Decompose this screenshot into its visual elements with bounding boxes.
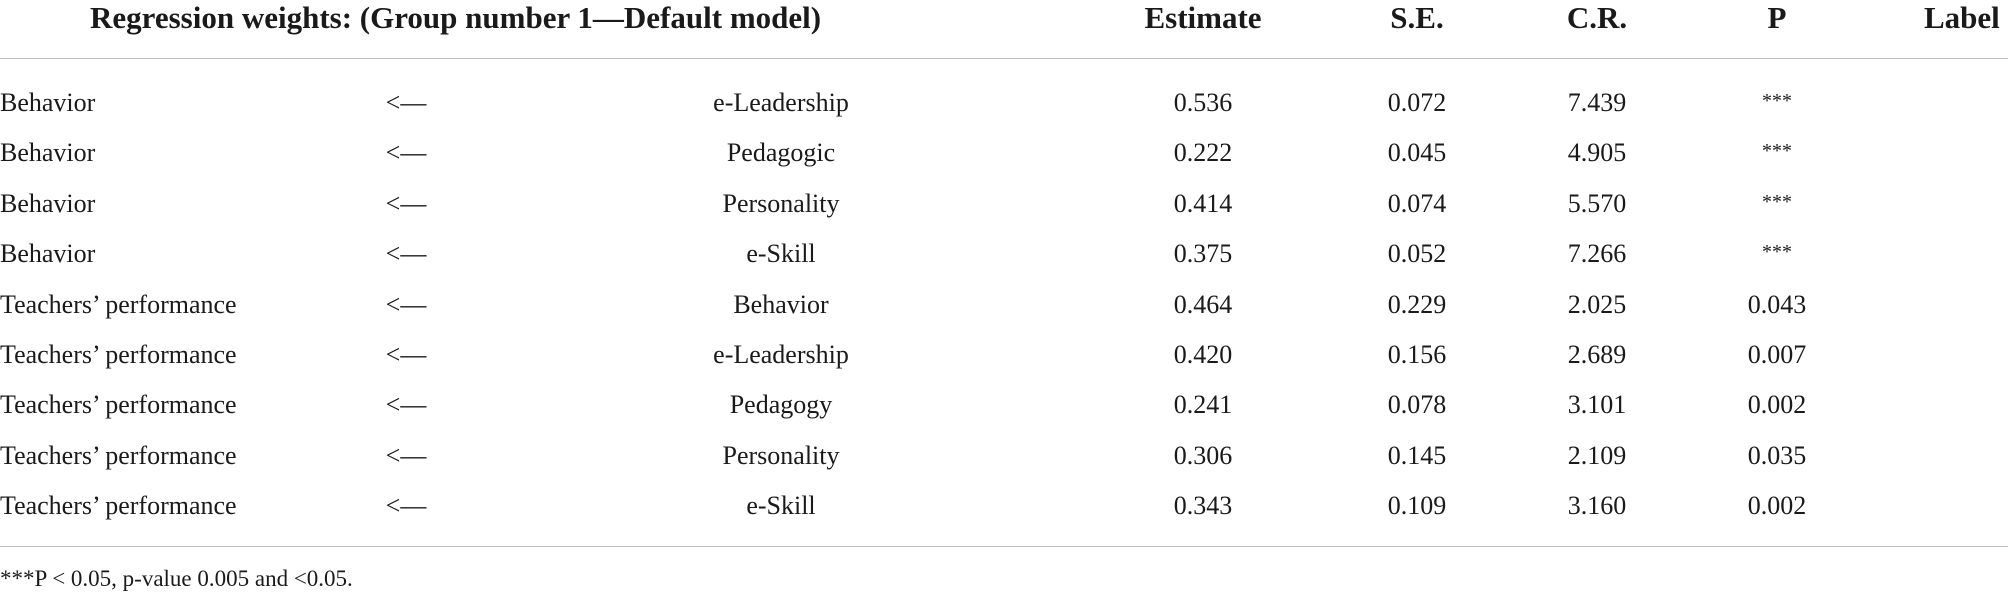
cell-predictor: e-Skill (746, 239, 816, 268)
cell-arrow: <— (385, 189, 427, 218)
cell-arrow: <— (385, 290, 427, 319)
cell-p: *** (1762, 241, 1792, 263)
cell-dependent: Teachers’ performance (0, 491, 237, 520)
cell-se: 0.229 (1387, 290, 1447, 319)
cell-estimate: 0.306 (1173, 441, 1233, 470)
cell-arrow: <— (385, 88, 427, 117)
cell-p: 0.002 (1747, 390, 1807, 419)
cell-arrow: <— (385, 138, 427, 167)
cell-dependent: Behavior (0, 88, 96, 117)
cell-p: *** (1762, 90, 1792, 112)
cell-p: *** (1762, 191, 1792, 213)
cell-predictor: Personality (722, 189, 840, 218)
cell-estimate: 0.414 (1173, 189, 1233, 218)
cell-cr: 7.266 (1567, 239, 1627, 268)
cell-predictor: e-Leadership (713, 340, 849, 369)
cell-se: 0.078 (1387, 390, 1447, 419)
cell-p: *** (1762, 140, 1792, 162)
cell-estimate: 0.536 (1173, 88, 1233, 117)
header-label: Label (1924, 0, 2000, 35)
cell-predictor: Behavior (733, 290, 829, 319)
cell-se: 0.072 (1387, 88, 1447, 117)
cell-cr: 7.439 (1567, 88, 1627, 117)
cell-se: 0.052 (1387, 239, 1447, 268)
cell-cr: 2.689 (1567, 340, 1627, 369)
cell-p: 0.043 (1747, 290, 1807, 319)
cell-se: 0.156 (1387, 340, 1447, 369)
cell-p: 0.007 (1747, 340, 1807, 369)
bottom-rule (0, 546, 2008, 547)
header-title: Regression weights: (Group number 1—Defa… (90, 0, 822, 35)
cell-dependent: Behavior (0, 138, 96, 167)
cell-dependent: Behavior (0, 239, 96, 268)
cell-estimate: 0.241 (1173, 390, 1233, 419)
cell-arrow: <— (385, 441, 427, 470)
header-p: P (1767, 0, 1787, 35)
header-se: S.E. (1390, 0, 1444, 35)
cell-predictor: e-Skill (746, 491, 816, 520)
cell-estimate: 0.420 (1173, 340, 1233, 369)
cell-dependent: Behavior (0, 189, 96, 218)
cell-dependent: Teachers’ performance (0, 290, 237, 319)
header-rule (0, 58, 2008, 59)
cell-p: 0.002 (1747, 491, 1807, 520)
cell-se: 0.145 (1387, 441, 1447, 470)
cell-cr: 3.160 (1567, 491, 1627, 520)
cell-se: 0.109 (1387, 491, 1447, 520)
cell-estimate: 0.343 (1173, 491, 1233, 520)
cell-predictor: Personality (722, 441, 840, 470)
header-cr: C.R. (1566, 0, 1628, 35)
cell-arrow: <— (385, 491, 427, 520)
cell-estimate: 0.222 (1173, 138, 1233, 167)
cell-cr: 2.109 (1567, 441, 1627, 470)
cell-arrow: <— (385, 239, 427, 268)
cell-p: 0.035 (1747, 441, 1807, 470)
cell-estimate: 0.375 (1173, 239, 1233, 268)
cell-arrow: <— (385, 340, 427, 369)
cell-se: 0.074 (1387, 189, 1447, 218)
cell-estimate: 0.464 (1173, 290, 1233, 319)
cell-dependent: Teachers’ performance (0, 441, 237, 470)
cell-cr: 4.905 (1567, 138, 1627, 167)
table-footnote: ***P < 0.05, p-value 0.005 and <0.05. (0, 566, 353, 591)
cell-predictor: e-Leadership (713, 88, 849, 117)
cell-cr: 5.570 (1567, 189, 1627, 218)
cell-cr: 2.025 (1567, 290, 1627, 319)
cell-arrow: <— (385, 390, 427, 419)
cell-dependent: Teachers’ performance (0, 390, 237, 419)
cell-predictor: Pedagogy (729, 390, 833, 419)
cell-cr: 3.101 (1567, 390, 1627, 419)
cell-dependent: Teachers’ performance (0, 340, 237, 369)
cell-se: 0.045 (1387, 138, 1447, 167)
cell-predictor: Pedagogic (726, 138, 836, 167)
header-estimate: Estimate (1144, 0, 1262, 35)
